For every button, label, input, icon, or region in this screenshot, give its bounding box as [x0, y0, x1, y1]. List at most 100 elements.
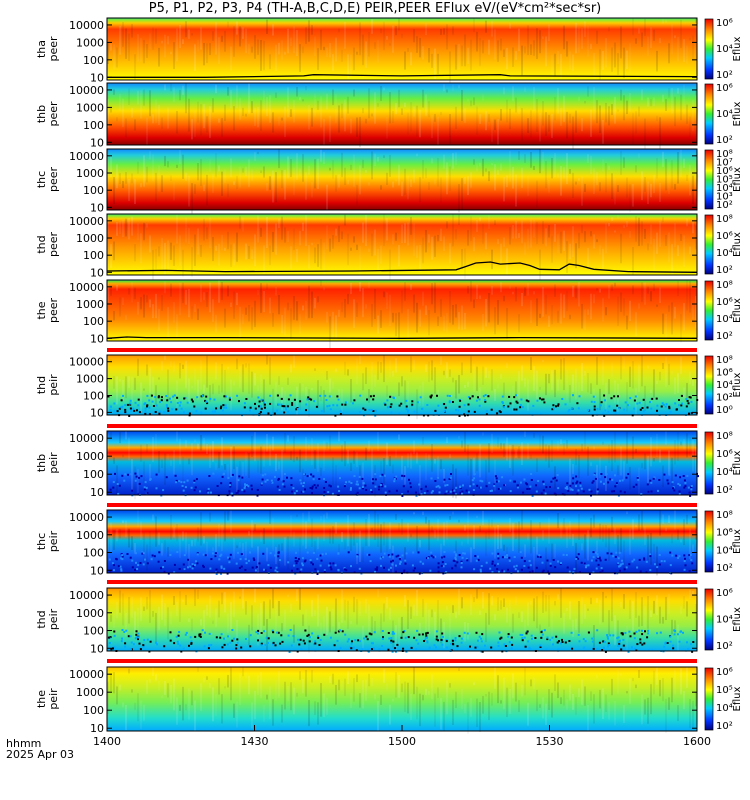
y-tick-label: 10000 [69, 215, 104, 228]
y-axis-label: peer [47, 298, 60, 324]
panel-frame [106, 279, 698, 342]
y-tick-label: 10 [90, 642, 104, 655]
spectrogram-texture [107, 667, 697, 735]
y-tick-label: 100 [83, 315, 104, 328]
y-tick-label: 1000 [76, 232, 104, 245]
spectrogram-fill [107, 149, 697, 210]
y-tick-label: 100 [83, 119, 104, 132]
x-tick-label: 1600 [683, 735, 711, 748]
y-axis-label: peer [47, 232, 60, 258]
colorbar-tick-label: 10⁷ [716, 158, 733, 169]
colorbar-tick-label: 10⁸ [716, 510, 733, 521]
colorbar: 10² 10⁴ 10⁶ 10⁸ Eflux [704, 431, 743, 496]
colorbar-strip [704, 510, 714, 573]
panel-frame [106, 587, 698, 652]
colorbar-tick-label: 10⁶ [716, 449, 733, 460]
spectrogram-texture [107, 149, 697, 215]
panel-frame [106, 213, 698, 276]
y-tick-label: 1000 [76, 373, 104, 386]
spectrogram-fill [107, 431, 697, 495]
colorbar-tick-label: 10⁶ [716, 18, 733, 29]
y-tick-label: 10000 [69, 432, 104, 445]
colorbar: 10² 10⁴ 10⁶ Eflux [704, 18, 743, 81]
y-axis-label: peir [47, 452, 60, 474]
y-tick-label: 10000 [69, 511, 104, 524]
y-tick-label: 10 [90, 136, 104, 149]
y-axis-label: peir [47, 374, 60, 396]
colorbar-tick-label: 10² [716, 485, 733, 496]
spectrogram-fill [107, 214, 697, 275]
data-gap-bar [107, 580, 697, 584]
colorbar-tick-label: 10⁴ [716, 248, 733, 259]
panel-thd-peer: 10 100 1000 10000 thd peer 10² 10⁴ 10⁶ 10⁸ Eflux [35, 213, 743, 282]
y-tick-label: 10000 [69, 150, 104, 163]
spectrogram-fill [107, 355, 697, 415]
colorbar-strip [704, 83, 714, 145]
colorbar: 10² 10⁴ 10⁶ 10⁸ Eflux [704, 280, 743, 342]
panel-frame [106, 354, 698, 416]
x-tick-label: 1400 [93, 735, 121, 748]
panel-the-peir: 10 100 1000 10000 the peir 10² 10⁴ 10⁵ 10⁶ Eflux [35, 666, 743, 735]
colorbar-label: Eflux [732, 686, 743, 711]
colorbar-tick-label: 10⁶ [716, 83, 733, 94]
panel-the-peer: 10 100 1000 10000 the peer 10² 10⁴ 10⁶ 10⁸ Eflux [35, 279, 743, 349]
data-gap-bar [107, 348, 697, 352]
colorbar-tick-label: 10⁴ [716, 44, 733, 55]
colorbar-tick-label: 10² [716, 393, 733, 404]
spectrogram-fill [107, 83, 697, 145]
colorbar-tick-label: 10⁸ [716, 431, 733, 442]
y-tick-label: 10 [90, 201, 104, 214]
y-tick-label: 100 [83, 625, 104, 638]
colorbar-tick-label: 10⁸ [716, 214, 733, 225]
y-tick-label: 100 [83, 54, 104, 67]
colorbar: 10² 10⁴ 10⁵ 10⁶ Eflux [704, 667, 743, 732]
colorbar-tick-label: 10⁵ [716, 175, 733, 186]
colorbar-tick-label: 10² [716, 200, 733, 211]
spectrogram-fill [107, 18, 697, 80]
y-tick-label: 1000 [76, 167, 104, 180]
data-gap-bar [107, 424, 697, 428]
colorbar-label: Eflux [732, 36, 743, 61]
spectrogram-fill [107, 280, 697, 341]
colorbar-strip [704, 667, 714, 731]
panel-tha-peer: 10 100 1000 10000 tha peer 10² 10⁴ 10⁶ Eflux [35, 17, 743, 86]
colorbar-tick-label: 10⁶ [716, 297, 733, 308]
colorbar-tick-label: 10² [716, 563, 733, 574]
y-tick-label: 100 [83, 468, 104, 481]
colorbar-tick-label: 10⁴ [716, 615, 733, 626]
colorbar-strip [704, 588, 714, 651]
colorbar-strip [704, 431, 714, 495]
y-axis-label: thd [35, 610, 48, 628]
colorbar-label: Eflux [732, 167, 743, 192]
potential-trace-line [106, 261, 698, 273]
colorbar: 10² 10⁴ 10⁶ Eflux [704, 83, 743, 146]
panel-thb-peer: 10 100 1000 10000 thb peer 10² 10⁴ 10⁶ Eflux [35, 82, 743, 152]
y-tick-label: 10000 [69, 356, 104, 369]
spectrogram-texture [107, 214, 697, 282]
y-tick-label: 100 [83, 184, 104, 197]
colorbar-tick-label: 10⁴ [716, 703, 733, 714]
colorbar-tick-label: 10⁴ [716, 314, 733, 325]
y-tick-label: 100 [83, 704, 104, 717]
y-tick-label: 10 [90, 266, 104, 279]
y-tick-label: 10 [90, 406, 104, 419]
y-tick-label: 100 [83, 249, 104, 262]
y-axis-label: thd [35, 376, 48, 394]
panel-frame [106, 148, 698, 211]
colorbar-tick-label: 10⁶ [716, 667, 733, 678]
spectrogram-speckle [109, 472, 699, 497]
colorbar-label: Eflux [732, 232, 743, 257]
spectrogram-speckle [108, 551, 694, 575]
time-unit-label: hhmm [6, 737, 42, 750]
colorbar-tick-label: 10⁸ [716, 280, 733, 291]
colorbar-strip [704, 280, 714, 341]
colorbar-tick-label: 10² [716, 265, 733, 276]
spectrogram-texture [107, 588, 697, 660]
y-tick-label: 100 [83, 389, 104, 402]
colorbar-tick-label: 10⁰ [716, 405, 733, 416]
colorbar-tick-label: 10⁶ [716, 528, 733, 539]
colorbar-tick-label: 10² [716, 721, 733, 732]
colorbar-tick-label: 10⁴ [716, 545, 733, 556]
y-axis-label: peir [47, 608, 60, 630]
